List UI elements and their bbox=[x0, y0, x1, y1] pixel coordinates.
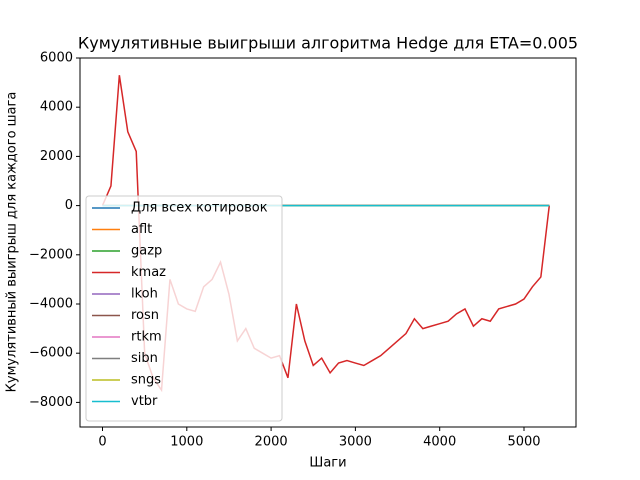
legend-label: sngs bbox=[131, 373, 161, 388]
x-tick-label: 5000 bbox=[507, 435, 540, 450]
y-tick-label: 4000 bbox=[40, 100, 73, 115]
x-tick-label: 1000 bbox=[170, 435, 203, 450]
legend-label: sibn bbox=[131, 351, 158, 366]
x-axis-label: Шаги bbox=[309, 456, 346, 471]
legend-label: aflt bbox=[131, 222, 152, 237]
legend-label: kmaz bbox=[131, 265, 166, 280]
legend-label: gazp bbox=[131, 244, 162, 259]
y-tick-label: 0 bbox=[65, 198, 73, 213]
y-tick-label: 6000 bbox=[40, 51, 73, 66]
legend-label: rtkm bbox=[131, 330, 162, 345]
y-tick-label: −4000 bbox=[29, 297, 73, 312]
plot-frame bbox=[79, 57, 577, 428]
x-tick-label: 2000 bbox=[255, 435, 288, 450]
y-axis-label: Кумулятивный выигрыш для каждого шага bbox=[5, 92, 20, 393]
chart-title: Кумулятивные выигрыши алгоритма Hedge дл… bbox=[78, 34, 578, 53]
y-tick-label: 2000 bbox=[40, 149, 73, 164]
legend-label: Для всех котировок bbox=[131, 201, 268, 216]
y-tick-label: −2000 bbox=[29, 247, 73, 262]
legend-box bbox=[85, 195, 283, 422]
y-tick-label: −6000 bbox=[29, 346, 73, 361]
legend-label: rosn bbox=[131, 308, 159, 323]
legend-label: lkoh bbox=[131, 287, 158, 302]
x-tick-label: 3000 bbox=[339, 435, 372, 450]
legend-label: vtbr bbox=[131, 394, 158, 409]
x-tick-label: 4000 bbox=[423, 435, 456, 450]
y-tick-label: −8000 bbox=[29, 395, 73, 410]
x-tick-label: 0 bbox=[98, 435, 106, 450]
